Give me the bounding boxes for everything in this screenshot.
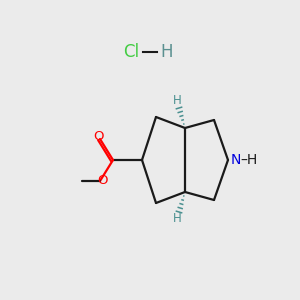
Text: N: N bbox=[231, 153, 242, 167]
Text: H: H bbox=[172, 212, 182, 226]
Text: O: O bbox=[94, 130, 104, 143]
Text: H: H bbox=[161, 43, 173, 61]
Text: –H: –H bbox=[240, 153, 257, 167]
Text: O: O bbox=[97, 175, 107, 188]
Text: Cl: Cl bbox=[123, 43, 139, 61]
Text: H: H bbox=[172, 94, 182, 106]
